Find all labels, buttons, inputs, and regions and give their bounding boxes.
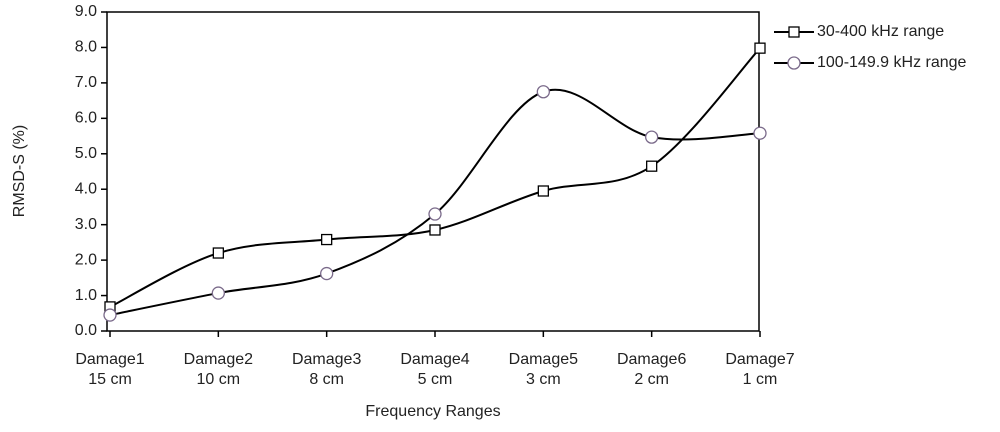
marker — [754, 42, 766, 54]
y-tick-label: 7.0 — [75, 74, 97, 91]
x-tick-label: Damage7 1 cm — [725, 351, 795, 388]
legend-label: 100-149.9 kHz range — [817, 54, 967, 71]
y-tick-label: 3.0 — [75, 216, 97, 233]
marker — [211, 286, 225, 300]
x-axis-title: Frequency Ranges — [365, 403, 500, 420]
marker — [537, 185, 549, 197]
y-tick-label: 1.0 — [75, 287, 97, 304]
y-tick-label: 0.0 — [75, 322, 97, 339]
marker — [429, 224, 441, 236]
marker — [212, 247, 224, 259]
marker — [320, 266, 334, 281]
marker — [321, 233, 333, 246]
y-axis-title: RMSD-S (%) — [11, 125, 28, 217]
marker — [753, 126, 767, 140]
series-line — [109, 47, 761, 308]
legend-label: 30-400 kHz range — [817, 23, 944, 40]
series-line — [109, 88, 761, 317]
marker — [103, 308, 117, 322]
y-tick-label: 2.0 — [75, 251, 97, 268]
y-tick-label: 5.0 — [75, 145, 97, 162]
x-tick-label: Damage1 15 cm — [75, 351, 145, 388]
y-tick-label: 4.0 — [75, 180, 97, 197]
x-tick-label: Damage5 3 cm — [508, 351, 579, 388]
marker — [428, 207, 442, 221]
y-tick-label: 8.0 — [75, 39, 97, 56]
x-tick-label: Damage2 10 cm — [183, 351, 254, 388]
marker — [645, 130, 659, 144]
legend-marker — [788, 26, 800, 38]
plot-frame — [106, 11, 760, 332]
x-tick-label: Damage4 5 cm — [400, 351, 470, 388]
marker — [536, 85, 550, 99]
x-tick-label: Damage3 8 cm — [291, 351, 362, 388]
y-tick-label: 9.0 — [75, 3, 97, 20]
x-tick-label: Damage6 2 cm — [616, 351, 687, 388]
marker — [646, 160, 658, 172]
legend-marker — [787, 56, 801, 70]
y-tick-label: 6.0 — [75, 110, 97, 127]
